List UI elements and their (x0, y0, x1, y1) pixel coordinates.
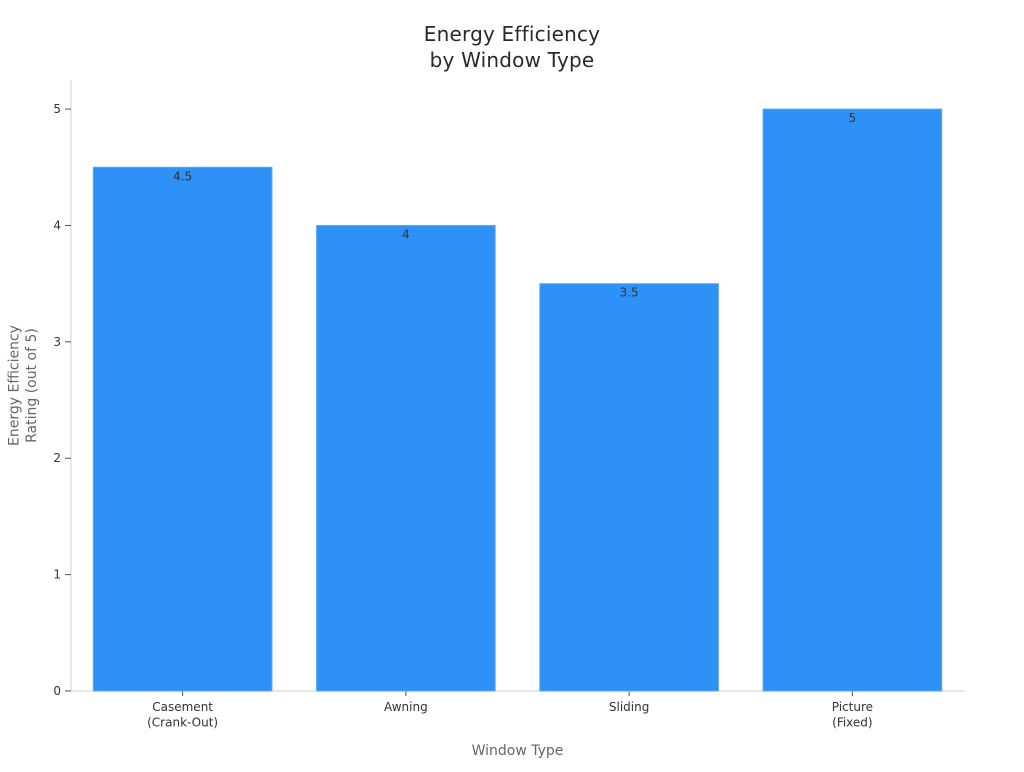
bars-group (92, 108, 943, 692)
bar (762, 108, 943, 692)
y-tick-label: 4 (53, 218, 61, 232)
y-tick-label: 1 (53, 568, 61, 582)
x-tick-label: Sliding (609, 700, 649, 714)
y-axis-label: Energy Efficiency Rating (out of 5) (7, 325, 41, 446)
labels-group: 4.5 Casement (Crank-Out) 4 Awning 3.5 Sliding 5… (147, 111, 873, 730)
bar-value-label: 4 (402, 227, 410, 241)
bar (316, 224, 496, 692)
x-axis-label: Window Type (472, 743, 564, 759)
y-tick-label: 0 (53, 684, 61, 698)
y-axis-label-line: Rating (out of 5) (24, 328, 40, 443)
bar (539, 283, 719, 692)
x-tick-label: Casement (Crank-Out) (147, 700, 218, 730)
y-tick-label: 5 (53, 102, 61, 116)
x-tick-label-line: (Fixed) (832, 716, 872, 730)
bar-value-label: 5 (849, 111, 857, 125)
x-tick-label: Picture (Fixed) (832, 700, 873, 730)
chart-title-line-1: Energy Efficiency (423, 22, 601, 46)
x-tick-label-line: (Crank-Out) (147, 716, 218, 730)
x-tick-label-line: Awning (384, 700, 428, 714)
bar (92, 166, 273, 692)
x-tick-label-line: Casement (152, 700, 213, 714)
x-tick-label-line: Sliding (609, 700, 649, 714)
y-tick-label: 3 (53, 335, 61, 349)
x-tick-label-line: Picture (832, 700, 873, 714)
x-tick-label: Awning (384, 700, 428, 714)
y-tick-label: 2 (53, 451, 61, 465)
bar-value-label: 3.5 (620, 286, 639, 300)
chart-title-line-2: by Window Type (429, 48, 595, 72)
bar-value-label: 4.5 (173, 169, 192, 183)
y-axis-label-line: Energy Efficiency (7, 325, 23, 446)
